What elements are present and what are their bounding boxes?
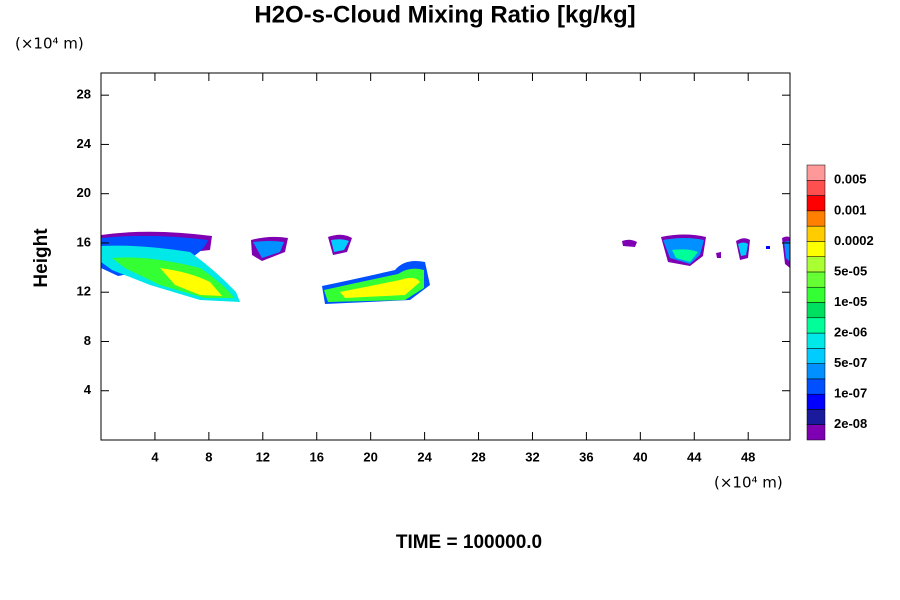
contour-region <box>331 239 349 252</box>
colorbar-swatch <box>806 286 826 303</box>
contour-region <box>672 249 698 262</box>
colorbar-swatch <box>806 363 826 380</box>
colorbar-label: 0.0002 <box>834 233 874 248</box>
y-axis-label: Height <box>31 228 52 288</box>
colorbar-swatch <box>806 317 826 334</box>
x-tick-label: 44 <box>687 449 702 464</box>
colorbar-label: 2e-06 <box>834 324 867 339</box>
colorbar-swatch <box>806 164 826 181</box>
y-unit: (×10⁴ m) <box>15 35 84 53</box>
contour-region <box>766 246 770 249</box>
plot-frame <box>100 72 791 441</box>
y-tick-label: 24 <box>77 136 92 151</box>
colorbar-swatch <box>806 424 826 441</box>
x-tick-label: 12 <box>256 449 270 464</box>
y-tick-label: 28 <box>77 87 91 102</box>
contour-field <box>101 231 790 304</box>
y-tick-label: 4 <box>84 382 92 397</box>
colorbar-label: 2e-08 <box>834 416 867 431</box>
contour-region <box>622 239 637 247</box>
y-tick-label: 8 <box>84 333 91 348</box>
colorbar-swatch <box>806 180 826 196</box>
colorbar-swatch <box>806 302 826 319</box>
x-tick-label: 24 <box>417 449 432 464</box>
colorbar-swatch <box>806 409 826 425</box>
x-tick-label: 16 <box>309 449 323 464</box>
colorbar-swatch <box>806 378 826 395</box>
x-tick-label: 36 <box>579 449 593 464</box>
x-tick-label: 20 <box>363 449 377 464</box>
colorbar-label: 5e-07 <box>834 355 867 370</box>
colorbar-label: 1e-07 <box>834 386 867 401</box>
x-unit: (×10⁴ m) <box>714 474 783 492</box>
colorbar-label: 1e-05 <box>834 294 867 309</box>
x-tick-label: 32 <box>525 449 539 464</box>
colorbar-swatch <box>806 348 826 364</box>
contour-region <box>716 252 721 258</box>
contour-region <box>784 241 790 262</box>
colorbar-swatch <box>806 195 826 212</box>
colorbar-swatch <box>806 256 826 273</box>
colorbar-swatch <box>806 393 826 410</box>
footer: TIME = 100000.0 <box>396 532 542 553</box>
x-tick-label: 4 <box>151 449 159 464</box>
contour-region <box>253 241 284 258</box>
contour-region <box>738 242 748 256</box>
colorbar-label: 0.005 <box>834 172 867 187</box>
chart-title: H2O-s-Cloud Mixing Ratio [kg/kg] <box>254 1 635 28</box>
x-tick-label: 48 <box>741 449 755 464</box>
contour-region <box>340 277 420 298</box>
x-tick-label: 8 <box>205 449 212 464</box>
colorbar-label: 5e-05 <box>834 263 867 278</box>
colorbar-swatch <box>806 225 826 242</box>
colorbar-swatch <box>806 271 826 288</box>
y-tick-label: 12 <box>77 284 91 299</box>
x-tick-label: 28 <box>471 449 485 464</box>
x-tick-label: 40 <box>633 449 647 464</box>
y-tick-label: 20 <box>77 185 91 200</box>
colorbar-swatch <box>806 210 826 227</box>
contour-region <box>160 268 222 296</box>
colorbar-swatch <box>806 241 826 257</box>
colorbar-label: 0.001 <box>834 202 867 217</box>
colorbar-swatch <box>806 332 826 349</box>
y-tick-label: 16 <box>77 234 91 249</box>
